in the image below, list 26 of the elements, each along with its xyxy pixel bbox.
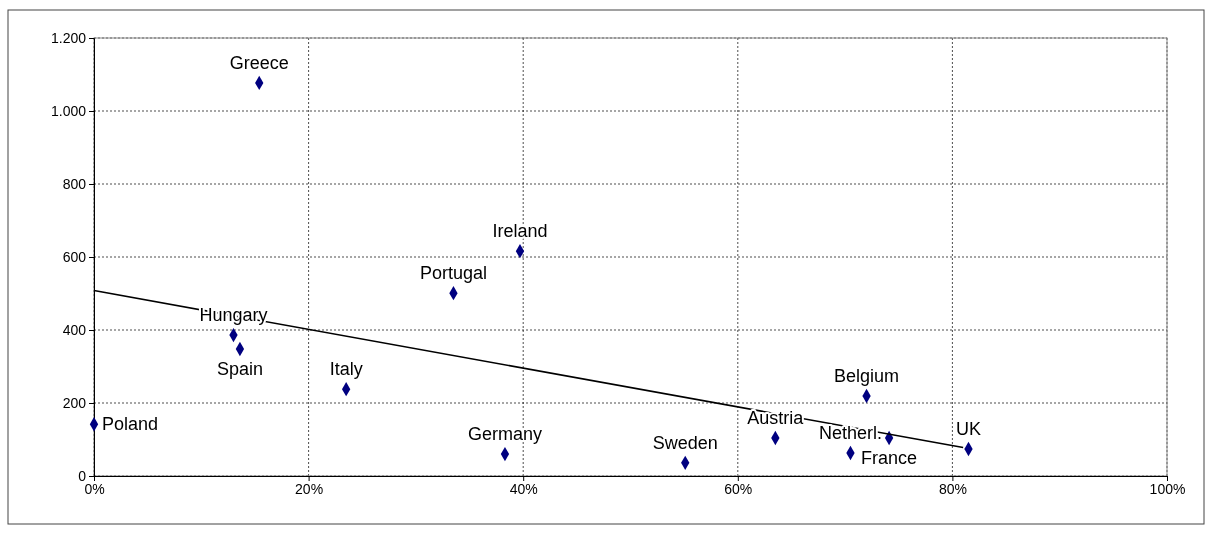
annotation: Greece xyxy=(229,52,289,73)
y-tick-label: 1.200 xyxy=(50,29,87,46)
y-tick-label: 600 xyxy=(62,248,87,265)
y-tick-label: 0 xyxy=(78,467,87,484)
annotation: Spain xyxy=(216,358,263,379)
annotation: Ireland xyxy=(492,221,548,242)
y-tick-label: 200 xyxy=(62,394,87,411)
annotation: Austria xyxy=(747,408,805,429)
x-tick-label: 40% xyxy=(509,480,538,497)
x-tick-label: 100% xyxy=(1149,480,1186,497)
annotation: Portugal xyxy=(419,263,487,284)
annotation: Netherl. xyxy=(818,423,882,444)
annotation: UK xyxy=(955,418,981,439)
x-tick-label: 0% xyxy=(84,480,105,497)
annotation: France xyxy=(861,448,918,469)
y-tick-label: 800 xyxy=(62,175,87,192)
annotation: Sweden xyxy=(652,432,718,453)
y-tick-label: 1.000 xyxy=(50,102,87,119)
x-tick-label: 60% xyxy=(724,480,753,497)
y-tick-label: 400 xyxy=(62,321,87,338)
annotation: Poland xyxy=(102,414,159,435)
annotation: Germany xyxy=(467,424,542,445)
annotation: Belgium xyxy=(834,366,900,387)
x-tick-label: 80% xyxy=(938,480,967,497)
annotation: Italy xyxy=(329,359,363,380)
x-tick-label: 20% xyxy=(295,480,324,497)
